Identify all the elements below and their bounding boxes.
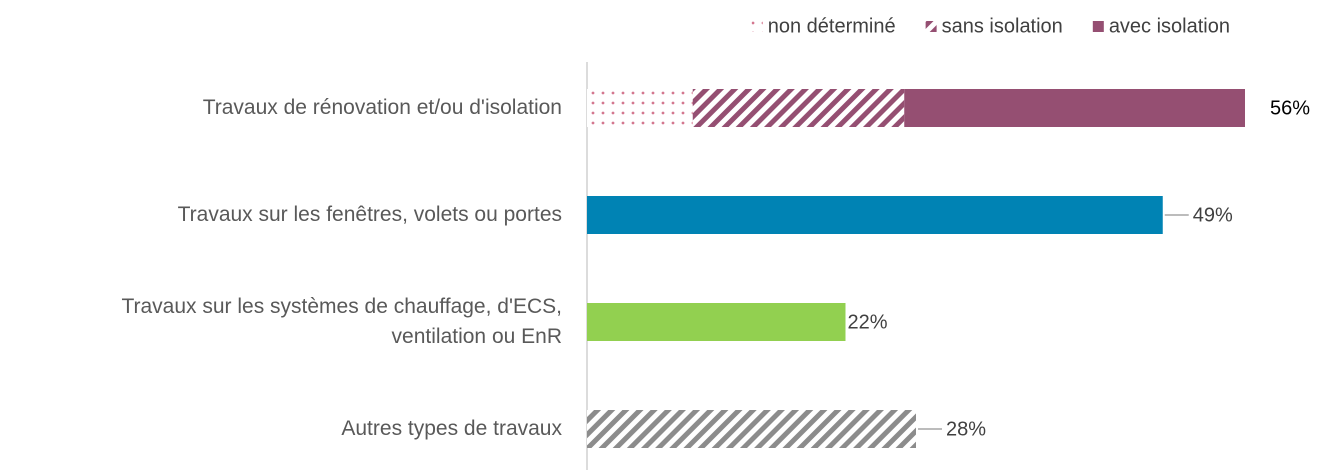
category-label: Travaux de rénovation et/ou d'isolation xyxy=(202,96,562,119)
bar xyxy=(587,196,1163,234)
value-label: 49% xyxy=(1193,204,1233,226)
legend-label: sans isolation xyxy=(942,15,1063,37)
value-label: 28% xyxy=(946,418,986,440)
legend-label: avec isolation xyxy=(1109,15,1230,37)
legend-marker xyxy=(751,21,763,32)
value-label: 56% xyxy=(1270,97,1310,119)
legend-marker xyxy=(925,21,937,32)
bar-segment xyxy=(692,89,905,127)
bar-segment xyxy=(587,89,693,127)
bar xyxy=(587,410,916,448)
bar-segment xyxy=(904,89,1245,127)
category-label: Autres types de travaux xyxy=(341,417,562,440)
value-label: 22% xyxy=(848,311,888,333)
legend-marker xyxy=(1092,21,1104,32)
bar xyxy=(587,303,846,341)
legend-label: non déterminé xyxy=(768,15,896,37)
category-label: Travaux sur les fenêtres, volets ou port… xyxy=(177,203,562,226)
category-label: Travaux sur les systèmes de chauffage, d… xyxy=(121,295,562,348)
